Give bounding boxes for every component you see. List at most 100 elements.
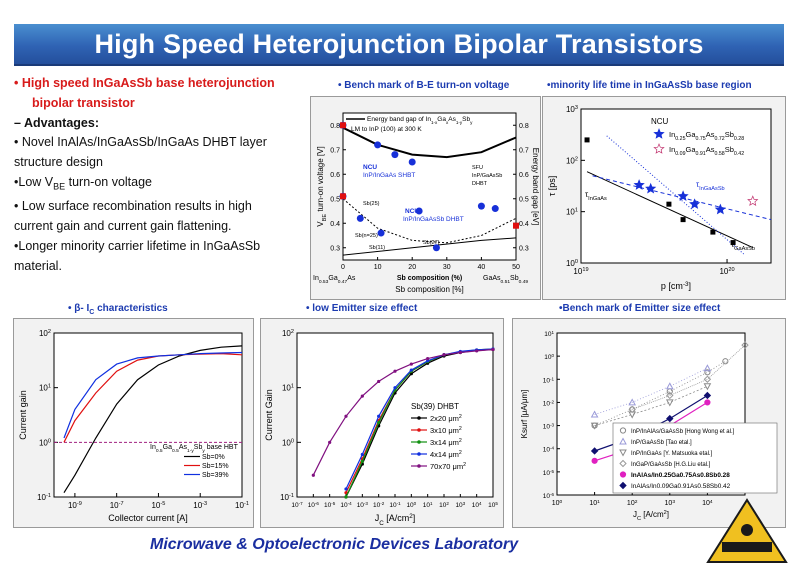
be-right-end-label-part-2: Sb <box>510 275 519 282</box>
panel-title-beta: • β- IC characteristics <box>68 303 168 316</box>
lt-legend-marker-1 <box>653 143 665 154</box>
beta-ytick-label-2-part-0: 10 <box>39 384 48 393</box>
bm-ylabel: Ksurf [μA/μm] <box>520 390 529 439</box>
intro-text-block: • High speed InGaAsSb base heterojunctio… <box>14 74 314 276</box>
bm-xtick-label-4: 104 <box>702 499 713 508</box>
em-legend-label-3-part-1: 2 <box>459 450 462 456</box>
be-endpoint-marker-2 <box>513 222 519 229</box>
lt-annotation-1-part-1: InGaAsSb <box>699 186 725 192</box>
be-ytick-label-5: 0.8 <box>330 123 340 130</box>
bm-series-point-2-3 <box>703 383 712 391</box>
lt-annotation-2-part-0: τ <box>731 240 735 249</box>
em-series-point-3-5 <box>426 359 430 363</box>
beta-legend-title-part-1: 0.5 <box>156 448 163 454</box>
lt-point-ingaassb-4 <box>714 203 726 215</box>
beta-legend-title-part-3: 0.5 <box>172 448 179 454</box>
em-xlabel-part-1: C <box>379 520 384 527</box>
lt-legend-text-1-part-7: 0.42 <box>734 151 744 157</box>
bm-series-point-3-2 <box>703 375 712 383</box>
university-logo <box>706 498 788 563</box>
lt-ytick-label-1-part-0: 10 <box>566 208 575 217</box>
lt-ytick-label-0: 100 <box>566 259 578 268</box>
bm-legend-label-3: InGaP/GaAsSb [H.G.Liu etal.] <box>631 462 711 468</box>
lt-point-ingaassb-3 <box>689 198 701 209</box>
lt-ytick-label-3-part-1: 3 <box>575 105 578 111</box>
lt-point-ingaas-0 <box>584 137 590 143</box>
em-xtick-label-4: 10-3 <box>357 501 369 510</box>
beta-ytick-label-3-part-1: 2 <box>48 329 51 335</box>
lt-xtick-label-0: 1019 <box>573 267 588 276</box>
em-xtick-label-8: 101 <box>423 501 433 510</box>
bm-ytick-label-5-part-0: 10 <box>543 377 551 384</box>
bm-xtick-label-2-part-0: 10 <box>627 500 635 507</box>
be-legend-text-part-7: y <box>470 120 473 125</box>
bm-xlabel: JC [A/cm2] <box>633 510 669 522</box>
lt-plot-area <box>580 108 772 264</box>
bm-series-point-1-2 <box>665 382 674 390</box>
beta-legend-title-part-0: In <box>150 444 156 451</box>
em-xtick-label-1: 10-6 <box>308 501 320 510</box>
em-xtick-label-11-part-0: 10 <box>472 502 480 509</box>
em-xtick-label-5-part-1: -2 <box>380 501 385 506</box>
beta-plot-area <box>53 332 243 498</box>
em-legend-label-4-part-1: 2 <box>463 462 466 468</box>
lt-xtick-label-1-part-1: 20 <box>728 267 734 273</box>
panel-title-lifetime: •minority life time in InGaAsSb base reg… <box>547 80 752 91</box>
em-xtick-label-10: 103 <box>455 501 465 510</box>
be-point-1-1 <box>356 214 364 222</box>
em-ytick-label-2-part-1: 1 <box>291 384 294 390</box>
be-legend-text-part-2: Ga <box>437 116 446 123</box>
em-xtick-label-5: 10-2 <box>373 501 385 510</box>
be-ytick-label-1: 0.4 <box>330 221 340 228</box>
lt-point-ingaassb-0 <box>633 179 645 190</box>
be-y2tick-label-2: 0.5 <box>519 196 529 203</box>
em-xtick-label-3-part-0: 10 <box>340 502 348 509</box>
beta-legend-label-1: Sb=15% <box>202 463 229 470</box>
be-point-0-3 <box>408 158 416 166</box>
beta-xlabel: Collector current [A] <box>108 513 188 523</box>
bm-ytick-label-7: 101 <box>544 330 554 339</box>
bm-xtick-label-1-part-1: 1 <box>597 499 600 505</box>
beta-ytick-label-2-part-1: 1 <box>48 384 51 390</box>
be-ylabel-part-2: turn-on voltage [V] <box>316 146 325 214</box>
bm-xtick-label-3-part-0: 10 <box>665 500 673 507</box>
be-annotation-10: Sb(27) <box>423 240 440 246</box>
em-ytick-label-3-part-1: 2 <box>291 329 294 335</box>
em-ytick-label-3-part-0: 10 <box>282 329 291 338</box>
beta-legend-title-part-8: base HBT <box>205 444 239 451</box>
beta-series-line-2 <box>63 351 243 439</box>
be-y2tick-label-3: 0.6 <box>519 172 529 179</box>
be-endpoint-marker-0 <box>340 122 346 129</box>
em-legend-label-2: 3x14 μm2 <box>430 438 462 447</box>
lt-legend-text-0-part-4: As <box>706 130 715 139</box>
em-series-point-4-6 <box>409 362 413 366</box>
bm-xtick-label-1: 101 <box>589 499 600 508</box>
beta-xtick-label-0: 10-9 <box>68 501 82 510</box>
em-xlabel-part-0: J <box>375 513 380 523</box>
lt-ytick-label-2-part-0: 10 <box>566 156 575 165</box>
chart-benchmark-size: 100 101 102 103 10410-610-510-410-310-210-11… <box>520 330 778 522</box>
be-y2tick-label-1: 0.4 <box>519 221 529 228</box>
bm-xtick-label-4-part-0: 10 <box>702 500 710 507</box>
be-annotation-1: InP/InGaAs SHBT <box>363 172 415 179</box>
panel-benchmark-size: 100 101 102 103 104 10-6 10-5 10-4 10-3 10-2 10-1 1… <box>512 318 786 528</box>
em-series-point-4-4 <box>377 379 381 384</box>
lt-fit-gaassb <box>606 135 745 255</box>
bm-series-point-3-0 <box>628 405 636 414</box>
em-series-point-4-0 <box>311 473 315 477</box>
em-ytick-label-1-part-1: 0 <box>291 438 294 444</box>
panel-title-beta-sub: C <box>89 309 95 316</box>
beta-legend-label-2: Sb=39% <box>202 472 229 479</box>
beta-xtick-label-4-part-0: 10 <box>235 501 244 510</box>
em-legend-label-0: 2x20 μm2 <box>430 414 462 423</box>
bm-legend-marker-2 <box>619 449 627 457</box>
lt-xtick-label-1-part-0: 10 <box>719 267 728 276</box>
bm-xlabel-part-4: ] <box>667 510 669 519</box>
be-ytick-label-2: 0.5 <box>330 196 340 203</box>
lt-legend-title: NCU <box>651 117 669 126</box>
bm-ytick-label-1-part-0: 10 <box>543 470 551 477</box>
panel-benchmark-be: 0 10 20 30 40 50 0.3 0.4 0.5 0.6 0.7 0.8 0.3 0.4 0.5 0.… <box>310 96 541 300</box>
bm-legend-label-5: InAlAs/In0.09Ga0.91As0.58Sb0.42 <box>631 483 731 490</box>
em-legend-marker-2 <box>417 440 421 444</box>
be-ylabel-part-1: BE <box>322 214 328 222</box>
